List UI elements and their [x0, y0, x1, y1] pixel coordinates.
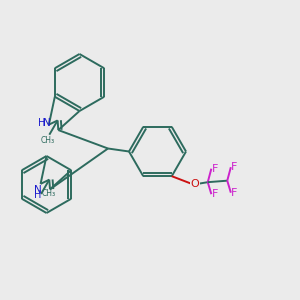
Text: N: N [43, 118, 51, 128]
Text: H: H [34, 190, 41, 200]
Text: F: F [231, 188, 238, 198]
Text: O: O [191, 179, 200, 189]
Text: F: F [212, 164, 218, 174]
Text: F: F [212, 189, 218, 199]
Text: CH₃: CH₃ [41, 189, 56, 198]
Text: H: H [38, 118, 45, 128]
Text: CH₃: CH₃ [41, 136, 55, 145]
Text: F: F [231, 162, 238, 172]
Text: N: N [34, 185, 41, 196]
